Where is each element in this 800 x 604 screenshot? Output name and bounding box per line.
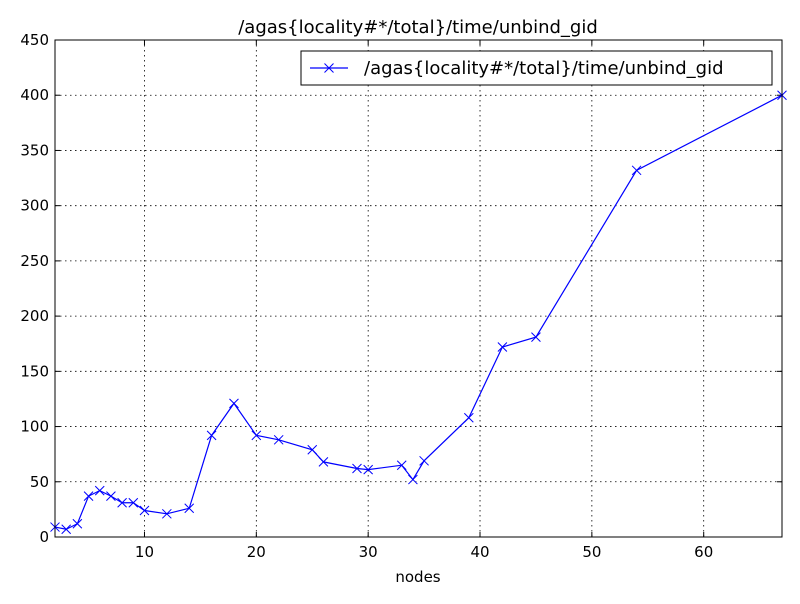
data-point-marker xyxy=(94,485,105,496)
y-tick-label: 350 xyxy=(20,141,49,159)
x-tick-label: 60 xyxy=(694,543,713,561)
data-point-marker xyxy=(363,464,374,475)
data-point-marker xyxy=(184,503,195,514)
data-point-marker xyxy=(307,444,318,455)
grid-lines xyxy=(55,40,782,537)
data-point-marker xyxy=(117,497,127,508)
data-point-marker xyxy=(251,430,262,441)
x-tick-label: 40 xyxy=(470,543,489,561)
axis-ticks xyxy=(55,39,782,538)
chart-title: /agas{locality#*/total}/time/unbind_gid xyxy=(238,17,598,38)
y-tick-label: 0 xyxy=(39,528,49,546)
x-tick-label: 50 xyxy=(582,543,601,561)
data-point-marker xyxy=(396,460,407,471)
data-point-marker xyxy=(408,474,418,485)
y-tick-label: 200 xyxy=(20,307,49,325)
plot-frame xyxy=(54,39,783,538)
data-point-marker xyxy=(161,508,172,519)
data-point-marker xyxy=(106,491,116,501)
y-tick-label: 100 xyxy=(20,418,49,436)
data-point-marker xyxy=(352,463,362,474)
y-tick-label: 50 xyxy=(30,473,49,491)
x-tick-label: 10 xyxy=(135,543,154,561)
legend-marker-x xyxy=(324,63,334,73)
data-point-marker xyxy=(631,165,642,176)
data-point-marker xyxy=(419,455,429,466)
series-line xyxy=(54,94,783,530)
x-tick-label: 20 xyxy=(247,543,266,561)
y-tick-label: 400 xyxy=(20,86,49,104)
data-point-marker xyxy=(229,398,239,409)
x-axis-title: nodes xyxy=(395,568,440,586)
data-point-marker xyxy=(128,497,139,508)
legend-box xyxy=(300,50,773,86)
legend-label: /agas{locality#*/total}/time/unbind_gid xyxy=(364,58,724,79)
data-point-marker xyxy=(273,434,284,445)
legend-marker-shape xyxy=(324,63,334,73)
data-point-marker xyxy=(206,430,217,441)
data-point-marker xyxy=(531,332,541,342)
legend: /agas{locality#*/total}/time/unbind_gid xyxy=(300,50,773,86)
y-tick-label: 250 xyxy=(20,252,49,270)
data-point-marker xyxy=(318,457,329,467)
y-tick-label: 450 xyxy=(20,31,49,49)
data-point-marker xyxy=(72,518,83,529)
y-tick-label: 150 xyxy=(20,362,49,380)
data-point-marker xyxy=(463,412,474,423)
y-tick-labels: 0 50 100 150 200 250 300 350 400 450 xyxy=(20,31,49,546)
data-point-marker xyxy=(497,342,508,352)
data-point-marker xyxy=(83,491,94,501)
data-point-marker xyxy=(61,524,72,535)
y-tick-label: 300 xyxy=(20,197,49,215)
x-tick-label: 30 xyxy=(359,543,378,561)
data-point-marker xyxy=(139,505,150,516)
x-tick-labels: 10 20 30 40 50 60 xyxy=(135,543,713,561)
series-layer xyxy=(50,90,787,535)
